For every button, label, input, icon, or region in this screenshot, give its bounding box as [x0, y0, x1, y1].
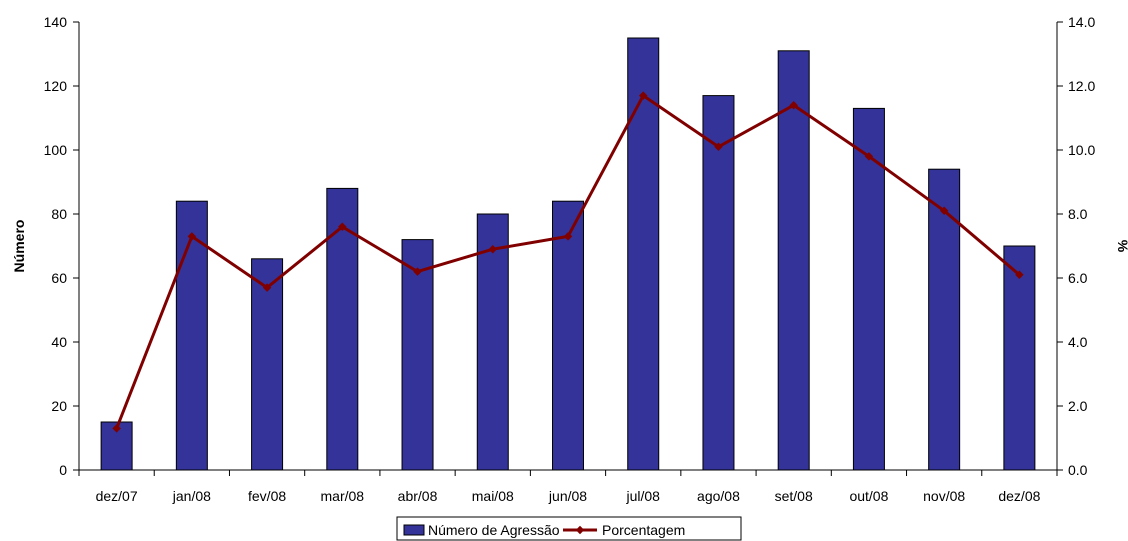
bar	[251, 258, 284, 471]
legend-label-bars: Número de Agressão	[428, 522, 560, 538]
y2-tick-label: 10.0	[1068, 142, 1095, 158]
x-tick-label: dez/07	[96, 488, 138, 504]
bar	[777, 50, 810, 471]
x-axis: dez/07 jan/08 fev/08 mar/08 abr/08 mai/08 jun/…	[78, 469, 1058, 504]
y2-tick-label: 2.0	[1068, 398, 1088, 414]
bar	[702, 95, 735, 471]
line-point	[488, 244, 498, 254]
y2-tick-label: 12.0	[1068, 78, 1095, 94]
y2-tick-label: 0.0	[1068, 462, 1088, 478]
y-axis-title: Número	[11, 220, 27, 273]
line-point	[112, 424, 121, 433]
x-tick-label: abr/08	[398, 488, 438, 504]
line-point	[1015, 270, 1024, 280]
right-y-axis: 0.0 2.0 4.0 6.0 8.0 10.0 12.0 14.0	[1056, 14, 1095, 478]
x-tick-label: set/08	[775, 488, 813, 504]
x-tick-label: jul/08	[625, 488, 660, 504]
y2-tick-label: 14.0	[1068, 14, 1095, 30]
bar	[552, 200, 584, 471]
bar	[627, 37, 660, 471]
y-tick-label: 20	[51, 398, 67, 414]
x-tick-label: mai/08	[472, 488, 514, 504]
y2-tick-label: 8.0	[1068, 206, 1088, 222]
left-y-axis: 0 20 40 60 80 100 120 140	[44, 14, 80, 478]
bar	[175, 200, 208, 471]
x-tick-label: jan/08	[172, 488, 211, 504]
y-tick-label: 120	[44, 78, 68, 94]
y-tick-label: 100	[44, 142, 68, 158]
y-tick-label: 0	[59, 462, 67, 478]
x-tick-label: nov/08	[923, 488, 965, 504]
x-tick-label: jun/08	[548, 488, 587, 504]
legend-label-line: Porcentagem	[602, 522, 685, 538]
bar-series	[100, 37, 1036, 471]
y-tick-label: 40	[51, 334, 67, 350]
line-point	[262, 283, 272, 292]
bar	[476, 213, 509, 471]
y-tick-label: 140	[44, 14, 68, 30]
bar	[100, 421, 133, 471]
bar	[852, 107, 885, 471]
legend: Número de Agressão Porcentagem	[396, 516, 742, 541]
bar	[1003, 245, 1036, 471]
line-point	[187, 232, 197, 241]
y2-axis-title: %	[1115, 240, 1128, 253]
legend-swatch-bars	[403, 524, 425, 536]
y-tick-label: 80	[51, 206, 67, 222]
x-tick-label: fev/08	[248, 488, 286, 504]
line-point	[338, 222, 347, 232]
y2-tick-label: 4.0	[1068, 334, 1088, 350]
y2-tick-label: 6.0	[1068, 270, 1088, 286]
x-tick-label: dez/08	[998, 488, 1040, 504]
y-tick-label: 60	[51, 270, 67, 286]
x-tick-label: mar/08	[321, 488, 365, 504]
line-point	[413, 267, 422, 276]
x-tick-label: out/08	[849, 488, 888, 504]
bar	[401, 239, 434, 471]
legend-swatch-marker	[575, 525, 585, 535]
x-tick-label: ago/08	[697, 488, 740, 504]
